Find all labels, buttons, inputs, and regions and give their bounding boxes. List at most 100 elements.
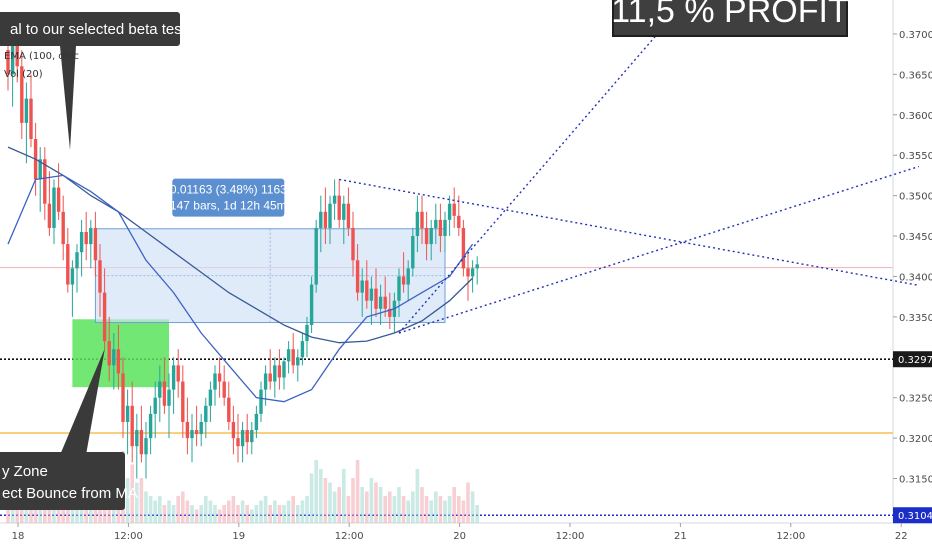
moving-averages bbox=[7, 146, 474, 403]
volume-bar bbox=[194, 509, 199, 523]
volume-bar bbox=[305, 496, 309, 523]
volume-bar bbox=[346, 496, 351, 523]
volume-bar bbox=[56, 500, 61, 523]
candle-body bbox=[153, 397, 157, 414]
candle-body bbox=[259, 389, 263, 414]
candle-body bbox=[470, 268, 475, 277]
volume-bar bbox=[231, 496, 236, 523]
callout-zone-pointer bbox=[60, 348, 105, 455]
profit-box bbox=[612, 0, 848, 37]
legend-ema: EMA (100, ohlc bbox=[4, 51, 79, 62]
time-tick-label: 18 bbox=[12, 531, 25, 542]
time-tick-label: 12:00 bbox=[776, 531, 805, 542]
volume-bar bbox=[388, 491, 392, 523]
candle-body bbox=[245, 430, 249, 443]
volume-bar bbox=[438, 496, 443, 523]
volume-bar bbox=[222, 505, 226, 523]
volume-bar bbox=[217, 509, 222, 523]
volume-bar bbox=[162, 505, 167, 523]
candle-body bbox=[351, 227, 355, 261]
candle-body bbox=[282, 361, 286, 378]
volume-bar bbox=[383, 496, 387, 523]
volume-bar bbox=[374, 482, 378, 523]
candle-body bbox=[254, 413, 259, 431]
candle-body bbox=[378, 296, 383, 309]
indicator-legend: EMA (100, ohlc Vol (20) bbox=[4, 51, 79, 80]
trendline bbox=[339, 178, 919, 287]
callout-zone-box bbox=[0, 452, 125, 510]
volume-bar bbox=[406, 500, 410, 523]
trendline bbox=[398, 0, 688, 334]
candle-body bbox=[319, 211, 323, 228]
candle-body bbox=[162, 381, 167, 406]
candle-body bbox=[98, 260, 102, 293]
candle-body bbox=[268, 373, 272, 382]
volume-bar bbox=[337, 487, 341, 523]
candle-body bbox=[56, 187, 61, 212]
volume-bar bbox=[452, 487, 456, 523]
volume-bar bbox=[213, 505, 217, 523]
callout-zone-line2: ect Bounce from MA bbox=[2, 485, 138, 502]
volume-bar bbox=[277, 505, 282, 523]
candle-body bbox=[20, 66, 24, 123]
annotations[interactable]: 0.01163 (3.48%) 1163 147 bars, 1d 12h 45m… bbox=[0, 0, 849, 510]
volume-bar bbox=[360, 487, 364, 523]
callout-zone-line1: y Zone bbox=[2, 463, 48, 480]
candle-body bbox=[171, 365, 176, 390]
callout-beta-text: al to our selected beta testers bbox=[10, 21, 207, 38]
candle-body bbox=[102, 292, 107, 342]
volume-bar bbox=[240, 500, 245, 523]
candle-body bbox=[121, 373, 125, 422]
candle-body bbox=[15, 42, 19, 67]
candle-body bbox=[29, 98, 33, 140]
candle-body bbox=[411, 236, 415, 269]
candle-body bbox=[447, 203, 452, 220]
time-tick-label: 19 bbox=[232, 531, 245, 542]
volume-bar bbox=[328, 482, 332, 523]
candle-body bbox=[213, 373, 217, 390]
volume-bar bbox=[135, 482, 139, 523]
time-tick-label: 21 bbox=[674, 531, 687, 542]
volume-bar bbox=[392, 496, 397, 523]
candle-body bbox=[38, 159, 42, 180]
volume-bar bbox=[139, 478, 144, 523]
volume-bar bbox=[167, 500, 171, 523]
volume-bar bbox=[470, 491, 475, 523]
volume-bar bbox=[457, 496, 461, 523]
volume-bar bbox=[171, 505, 176, 523]
measure-label-line2: 147 bars, 1d 12h 45m bbox=[170, 199, 287, 213]
candle-body bbox=[452, 203, 456, 216]
volume-bar bbox=[429, 500, 433, 523]
candle-body bbox=[6, 50, 10, 75]
legend-vol: Vol (20) bbox=[4, 69, 43, 80]
candle-body bbox=[222, 381, 226, 398]
candle-body bbox=[194, 430, 199, 435]
candle-body bbox=[93, 227, 98, 261]
candle-body bbox=[406, 268, 410, 285]
trendlines[interactable] bbox=[339, 0, 920, 334]
candle-body bbox=[208, 389, 213, 406]
candle-body bbox=[167, 389, 171, 406]
time-axis[interactable]: 18 12:00 19 12:00 20 12:00 21 12:00 22 bbox=[12, 523, 908, 542]
time-tick-label: 12:00 bbox=[556, 531, 585, 542]
candle-body bbox=[273, 365, 277, 382]
candle-body bbox=[52, 187, 56, 228]
volume-bar bbox=[424, 496, 429, 523]
candle-body bbox=[346, 203, 351, 228]
profit-text: 11,5 % PROFIT bbox=[611, 0, 848, 30]
volume-bar bbox=[204, 496, 208, 523]
volume-bar bbox=[466, 482, 470, 523]
volume-bar bbox=[314, 460, 318, 523]
candle-body bbox=[314, 227, 318, 285]
volume-bar bbox=[443, 500, 447, 523]
volume-bar bbox=[461, 500, 466, 523]
volume-bar bbox=[153, 500, 157, 523]
candle-body bbox=[466, 268, 470, 277]
candle-body bbox=[296, 357, 300, 366]
volume-bar bbox=[130, 464, 134, 523]
candle-body bbox=[199, 421, 203, 435]
